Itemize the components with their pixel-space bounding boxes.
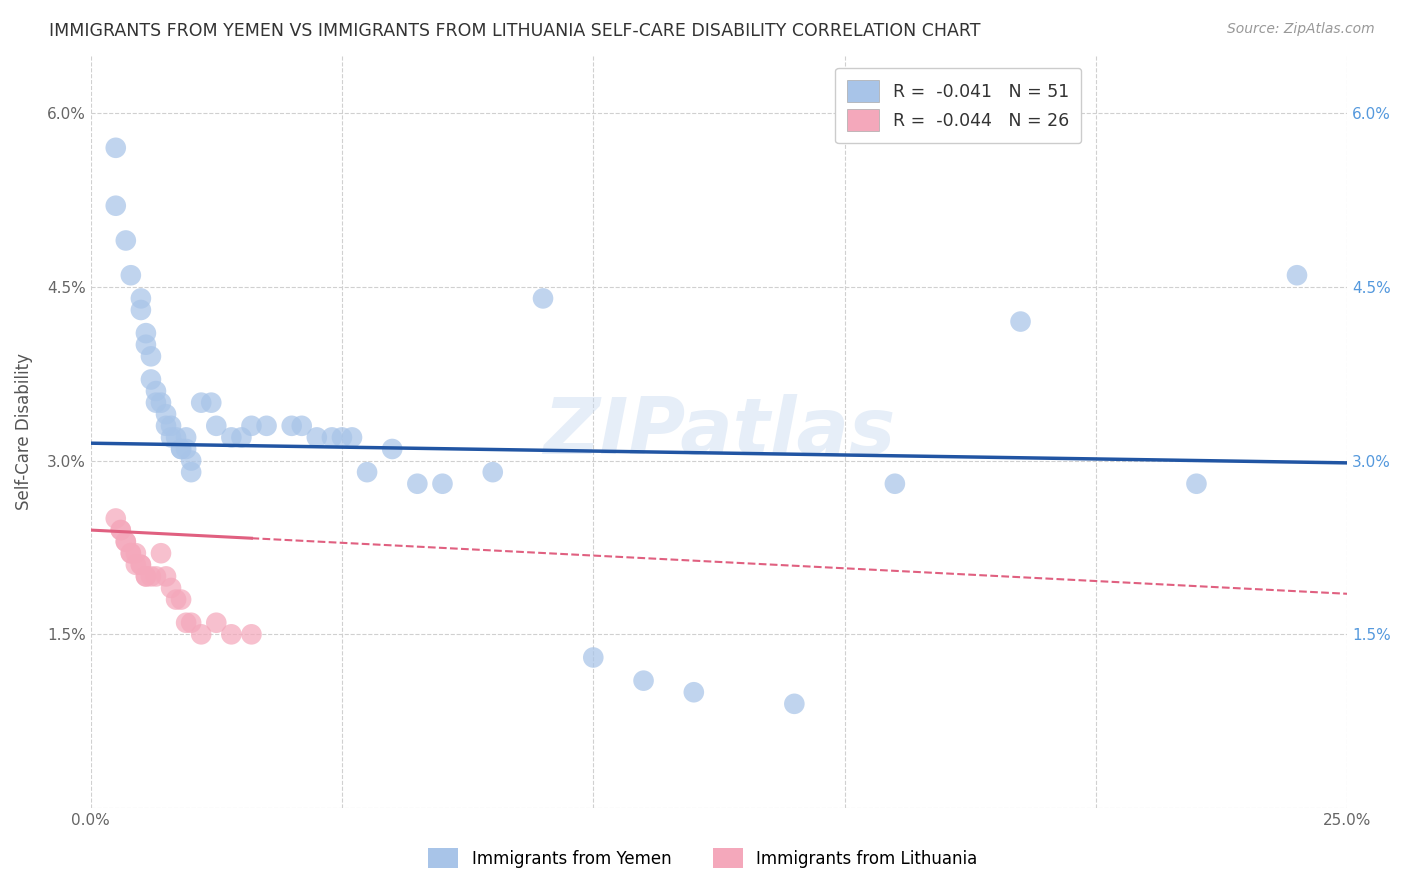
Point xyxy=(135,337,157,351)
Point xyxy=(381,442,404,456)
Point xyxy=(305,430,328,444)
Point xyxy=(120,268,142,283)
Point xyxy=(150,395,173,409)
Point xyxy=(165,592,187,607)
Point xyxy=(139,349,162,363)
Point xyxy=(155,418,177,433)
Point xyxy=(160,581,183,595)
Point xyxy=(170,592,193,607)
Point xyxy=(240,627,263,641)
Point xyxy=(155,407,177,421)
Point xyxy=(531,292,554,306)
Point xyxy=(205,418,228,433)
Point xyxy=(174,615,197,630)
Point xyxy=(1185,476,1208,491)
Point xyxy=(170,442,193,456)
Point xyxy=(240,418,263,433)
Point xyxy=(129,292,152,306)
Point xyxy=(104,511,127,525)
Point xyxy=(129,303,152,318)
Point xyxy=(221,430,243,444)
Point xyxy=(783,697,806,711)
Point xyxy=(145,384,167,398)
Point xyxy=(356,465,378,479)
Point xyxy=(280,418,302,433)
Point xyxy=(406,476,429,491)
Point xyxy=(180,465,202,479)
Point xyxy=(682,685,704,699)
Point xyxy=(883,476,905,491)
Point xyxy=(170,442,193,456)
Point xyxy=(129,558,152,572)
Point xyxy=(1285,268,1308,283)
Legend: R =  -0.041   N = 51, R =  -0.044   N = 26: R = -0.041 N = 51, R = -0.044 N = 26 xyxy=(835,68,1081,144)
Point xyxy=(481,465,503,479)
Point xyxy=(582,650,605,665)
Point xyxy=(231,430,253,444)
Point xyxy=(114,234,136,248)
Point xyxy=(174,442,197,456)
Point xyxy=(256,418,278,433)
Point xyxy=(180,615,202,630)
Y-axis label: Self-Care Disability: Self-Care Disability xyxy=(15,353,32,510)
Point xyxy=(190,627,212,641)
Point xyxy=(110,523,132,537)
Point xyxy=(135,569,157,583)
Point xyxy=(321,430,343,444)
Point xyxy=(180,453,202,467)
Point xyxy=(125,546,148,560)
Point xyxy=(174,430,197,444)
Point xyxy=(145,569,167,583)
Point xyxy=(291,418,314,433)
Point xyxy=(114,534,136,549)
Point xyxy=(104,141,127,155)
Point xyxy=(139,372,162,386)
Point xyxy=(330,430,353,444)
Point xyxy=(104,199,127,213)
Text: IMMIGRANTS FROM YEMEN VS IMMIGRANTS FROM LITHUANIA SELF-CARE DISABILITY CORRELAT: IMMIGRANTS FROM YEMEN VS IMMIGRANTS FROM… xyxy=(49,22,981,40)
Point xyxy=(120,546,142,560)
Point xyxy=(190,395,212,409)
Point xyxy=(129,558,152,572)
Point xyxy=(340,430,363,444)
Point xyxy=(200,395,222,409)
Point xyxy=(114,534,136,549)
Point xyxy=(633,673,655,688)
Point xyxy=(135,569,157,583)
Point xyxy=(165,430,187,444)
Point xyxy=(432,476,454,491)
Text: ZIPatlas: ZIPatlas xyxy=(543,393,896,469)
Point xyxy=(120,546,142,560)
Legend: Immigrants from Yemen, Immigrants from Lithuania: Immigrants from Yemen, Immigrants from L… xyxy=(420,839,986,877)
Point xyxy=(160,430,183,444)
Point xyxy=(160,418,183,433)
Point xyxy=(221,627,243,641)
Point xyxy=(205,615,228,630)
Point xyxy=(139,569,162,583)
Text: Source: ZipAtlas.com: Source: ZipAtlas.com xyxy=(1227,22,1375,37)
Point xyxy=(145,395,167,409)
Point xyxy=(125,558,148,572)
Point xyxy=(155,569,177,583)
Point xyxy=(110,523,132,537)
Point xyxy=(135,326,157,340)
Point xyxy=(1010,314,1032,328)
Point xyxy=(150,546,173,560)
